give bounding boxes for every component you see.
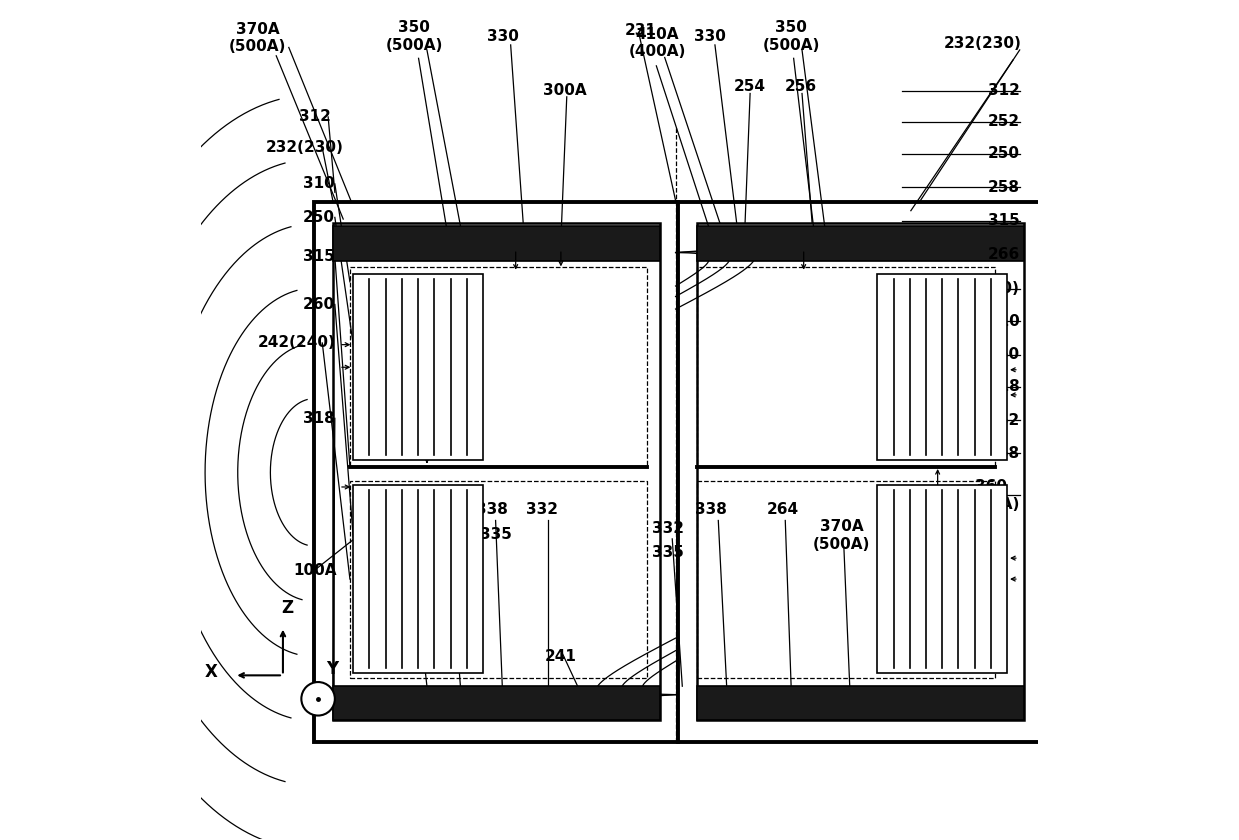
Text: 338: 338 (476, 502, 508, 517)
Text: 370A
(500A): 370A (500A) (229, 22, 286, 55)
Text: 252: 252 (987, 114, 1020, 129)
Text: 260: 260 (304, 297, 336, 312)
Text: 312: 312 (299, 109, 331, 124)
Text: 268: 268 (987, 446, 1020, 461)
Text: 315: 315 (304, 249, 335, 265)
Text: 335: 335 (652, 545, 684, 559)
Bar (349, 481, 647, 678)
Bar (877, 275, 1007, 460)
Bar (698, 481, 995, 678)
Text: 300A: 300A (543, 83, 587, 98)
Bar (313, 202, 678, 743)
Bar (877, 486, 1007, 673)
Text: 350
(500A): 350 (500A) (385, 20, 444, 53)
Text: 256: 256 (784, 79, 817, 94)
Text: 250: 250 (987, 146, 1020, 161)
Text: 310: 310 (987, 313, 1020, 328)
Text: 338: 338 (695, 502, 727, 517)
Text: 231: 231 (624, 24, 657, 38)
Bar (698, 267, 995, 466)
Text: 360
(500A): 360 (500A) (413, 504, 470, 537)
Text: X: X (204, 663, 217, 681)
Text: 312: 312 (987, 83, 1020, 98)
Circle shape (301, 682, 335, 716)
Text: 315: 315 (987, 213, 1020, 228)
Bar (698, 686, 1023, 720)
Text: 100A: 100A (292, 563, 337, 578)
Text: 264: 264 (767, 502, 799, 517)
Text: Y: Y (326, 660, 338, 679)
Text: 350
(500A): 350 (500A) (762, 20, 820, 53)
Text: 258: 258 (987, 180, 1020, 195)
Text: 360
(500A): 360 (500A) (963, 479, 1020, 512)
Text: 332: 332 (527, 502, 559, 517)
Text: 242(240): 242(240) (942, 281, 1020, 296)
Bar (349, 267, 647, 466)
Text: 410A
(400A): 410A (400A) (628, 27, 686, 60)
Bar (333, 223, 659, 720)
Bar (333, 686, 659, 720)
Text: 332: 332 (652, 522, 684, 536)
Text: 232(230): 232(230) (266, 140, 344, 155)
Text: 232(230): 232(230) (943, 36, 1021, 50)
Text: 318: 318 (304, 411, 335, 426)
Bar (698, 226, 1023, 261)
Text: 330: 330 (694, 29, 726, 44)
Text: 310: 310 (304, 176, 335, 192)
Text: 330: 330 (487, 29, 519, 44)
Text: 254: 254 (733, 79, 766, 94)
Bar (333, 226, 659, 261)
Bar (353, 486, 483, 673)
Bar (678, 202, 1042, 743)
Text: 318: 318 (987, 379, 1020, 394)
Text: 241: 241 (545, 648, 577, 664)
Text: Z: Z (281, 600, 294, 617)
Text: 266: 266 (987, 247, 1020, 262)
Text: 370A
(500A): 370A (500A) (813, 519, 870, 552)
Text: 260: 260 (987, 347, 1020, 362)
Text: 242(240): 242(240) (258, 335, 336, 350)
Text: 600: 600 (378, 502, 409, 517)
Text: 262: 262 (987, 412, 1020, 428)
Text: 250: 250 (304, 210, 335, 225)
Text: 335: 335 (481, 528, 513, 542)
Bar (698, 223, 1023, 720)
Bar (353, 275, 483, 460)
